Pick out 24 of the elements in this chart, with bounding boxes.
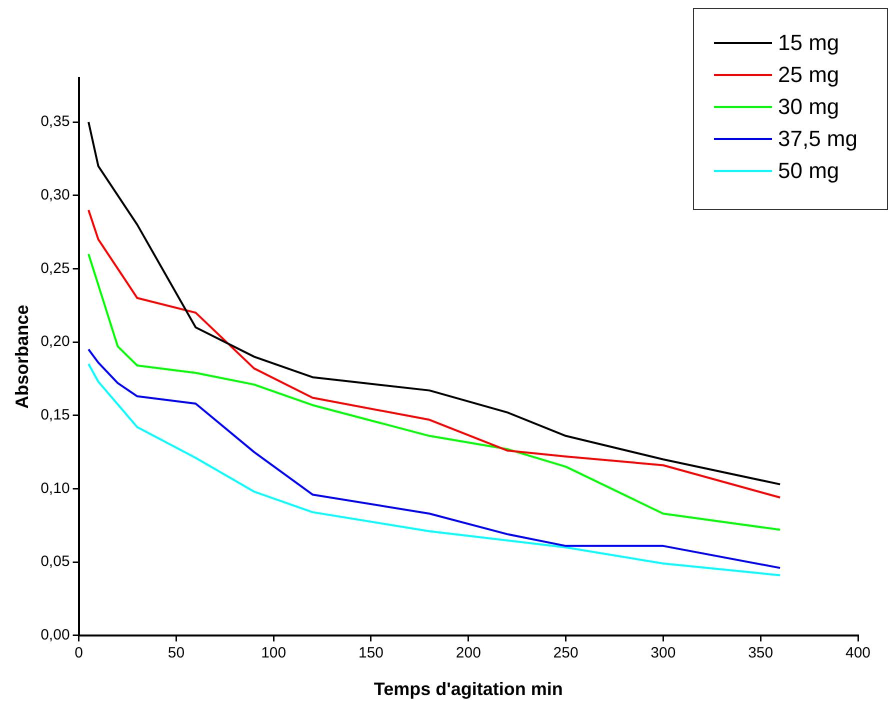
y-tick-label: 0,05 bbox=[40, 553, 70, 570]
y-tick-label: 0,15 bbox=[40, 406, 70, 424]
legend-label: 50 mg bbox=[778, 158, 840, 184]
x-tick-label: 350 bbox=[748, 644, 774, 662]
x-axis-title: Temps d'agitation min bbox=[374, 679, 563, 700]
x-tick-label: 400 bbox=[845, 644, 871, 662]
x-tick-label: 300 bbox=[650, 644, 676, 662]
x-tick-label: 0 bbox=[74, 644, 83, 662]
legend-label: 37,5 mg bbox=[778, 126, 858, 152]
x-tick-label: 100 bbox=[261, 644, 286, 662]
y-tick-label: 0,10 bbox=[40, 480, 70, 497]
x-tick-label: 150 bbox=[358, 644, 384, 662]
legend-label: 30 mg bbox=[778, 94, 840, 120]
y-tick-label: 0,25 bbox=[40, 260, 70, 277]
y-tick-label: 0,20 bbox=[40, 333, 70, 350]
y-tick-label: 0,35 bbox=[40, 113, 70, 130]
x-tick-label: 50 bbox=[168, 644, 185, 662]
x-tick-label: 200 bbox=[456, 644, 481, 662]
legend-label: 15 mg bbox=[778, 30, 840, 56]
y-tick-label: 0,30 bbox=[40, 186, 70, 204]
y-tick-label: 0,00 bbox=[40, 626, 70, 644]
x-tick-label: 250 bbox=[553, 644, 578, 662]
y-axis-title: Absorbance bbox=[12, 304, 32, 409]
legend-label: 25 mg bbox=[778, 62, 840, 88]
